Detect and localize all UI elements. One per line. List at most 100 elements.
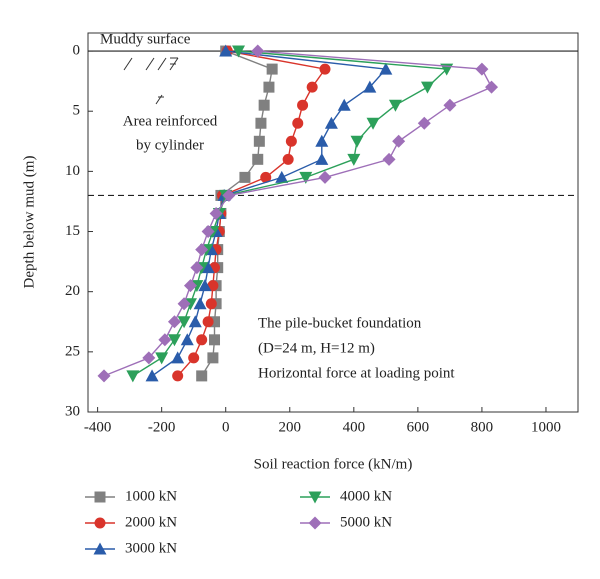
x-tick-label: 200: [279, 419, 302, 435]
marker: [239, 171, 251, 183]
marker: [292, 117, 304, 129]
annotation: The pile-bucket foundation: [258, 315, 422, 331]
marker: [142, 351, 156, 365]
marker: [177, 316, 191, 329]
marker: [315, 152, 329, 165]
legend-marker: [94, 517, 106, 529]
marker: [207, 280, 219, 292]
marker: [209, 334, 221, 346]
marker: [205, 298, 217, 310]
annotation: by cylinder: [136, 137, 204, 153]
marker: [258, 99, 270, 111]
marker: [347, 153, 361, 166]
annotation: Horizontal force at loading point: [258, 365, 455, 381]
legend-label: 5000 kN: [340, 514, 392, 530]
marker: [297, 99, 309, 111]
y-tick-label: 20: [65, 283, 80, 299]
marker: [282, 153, 294, 165]
marker: [363, 80, 377, 93]
marker: [392, 134, 406, 148]
marker: [379, 62, 393, 75]
x-tick-label: 0: [222, 419, 230, 435]
marker: [337, 98, 351, 111]
legend-label: 1000 kN: [125, 488, 177, 504]
marker: [232, 45, 246, 58]
marker: [255, 117, 267, 129]
legend-marker: [308, 516, 322, 530]
x-axis-title: Soil reaction force (kN/m): [254, 456, 413, 472]
marker: [193, 297, 207, 310]
marker: [196, 370, 208, 382]
marker: [475, 62, 489, 76]
marker: [180, 333, 194, 346]
annotation: Muddy surface: [100, 31, 191, 47]
marker: [145, 369, 159, 382]
marker: [198, 279, 212, 292]
legend-marker: [94, 491, 106, 503]
legend-label: 4000 kN: [340, 488, 392, 504]
x-tick-label: 800: [471, 419, 494, 435]
marker: [420, 81, 434, 94]
marker: [207, 352, 219, 364]
marker: [263, 81, 275, 93]
x-tick-label: 600: [407, 419, 430, 435]
marker: [171, 351, 185, 364]
marker: [172, 370, 184, 382]
marker: [443, 98, 457, 112]
legend-label: 3000 kN: [125, 540, 177, 556]
legend-marker: [93, 542, 107, 555]
y-tick-label: 5: [73, 103, 81, 119]
x-tick-label: 1000: [531, 419, 561, 435]
marker: [251, 44, 265, 58]
marker: [275, 170, 289, 183]
marker: [219, 44, 233, 57]
y-tick-label: 30: [65, 403, 80, 419]
marker: [350, 135, 364, 148]
marker: [126, 370, 140, 383]
y-tick-label: 15: [65, 223, 80, 239]
x-tick-label: 400: [343, 419, 366, 435]
marker: [190, 261, 204, 275]
marker: [324, 116, 338, 129]
marker: [155, 352, 169, 365]
marker: [417, 116, 431, 130]
marker: [485, 80, 499, 94]
marker: [315, 134, 329, 147]
y-tick-label: 25: [65, 343, 80, 359]
marker: [188, 315, 202, 328]
marker: [252, 153, 264, 165]
marker: [306, 81, 318, 93]
marker: [366, 117, 380, 130]
annotation: (D=24 m, H=12 m): [258, 340, 375, 356]
marker: [167, 334, 181, 347]
y-tick-label: 10: [65, 163, 80, 179]
marker: [318, 170, 332, 184]
marker: [195, 243, 209, 257]
marker: [209, 206, 223, 220]
marker: [285, 135, 297, 147]
marker: [319, 63, 331, 75]
marker: [266, 63, 278, 75]
marker: [388, 99, 402, 112]
marker: [167, 315, 181, 329]
x-tick-label: -200: [148, 419, 176, 435]
marker: [188, 352, 200, 364]
legend-label: 2000 kN: [125, 514, 177, 530]
x-tick-label: -400: [84, 419, 112, 435]
legend-marker: [308, 491, 322, 504]
marker: [183, 279, 197, 293]
marker: [158, 333, 172, 347]
plot-frame: [87, 32, 579, 413]
marker: [209, 316, 221, 328]
y-axis-title: Depth below mud (m): [21, 156, 37, 289]
marker: [253, 135, 265, 147]
marker: [97, 369, 111, 383]
marker: [260, 171, 272, 183]
marker: [202, 316, 214, 328]
marker: [382, 152, 396, 166]
marker: [201, 261, 215, 274]
marker: [196, 334, 208, 346]
annotation: Area reinforced: [123, 113, 218, 129]
mud-hatch: [123, 57, 179, 105]
